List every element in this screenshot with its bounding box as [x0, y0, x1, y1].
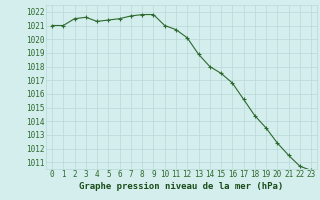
X-axis label: Graphe pression niveau de la mer (hPa): Graphe pression niveau de la mer (hPa): [79, 182, 284, 191]
